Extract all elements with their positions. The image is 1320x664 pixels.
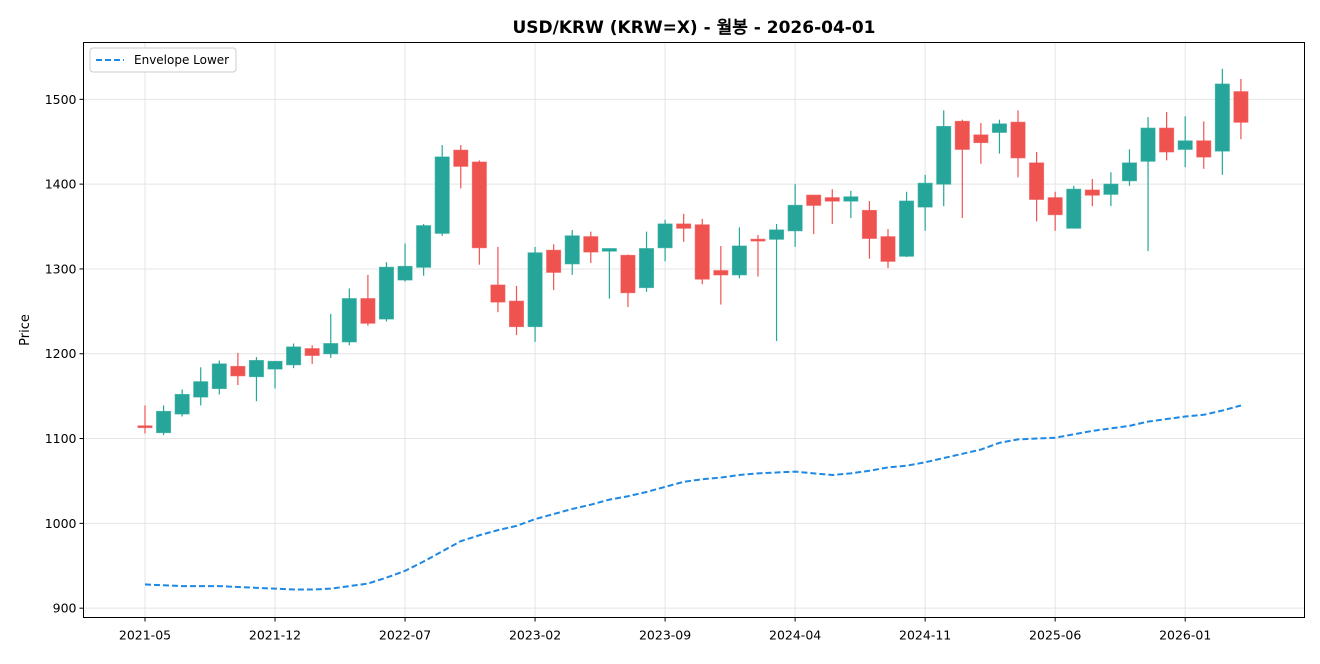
candle-body (267, 360, 283, 370)
candle-body (490, 284, 506, 303)
candles (137, 68, 1249, 436)
chart-title: USD/KRW (KRW=X) - 월봉 - 2026-04-01 (512, 18, 875, 38)
candle-body (806, 194, 822, 206)
candle-body (434, 156, 450, 234)
candle-body (360, 298, 376, 324)
candle-body (731, 245, 747, 276)
candle-body (1177, 140, 1193, 150)
candle-body (750, 238, 766, 242)
candle-body (174, 393, 190, 415)
candle-body (230, 365, 246, 377)
candle-body (286, 346, 302, 366)
legend: Envelope Lower (89, 47, 237, 73)
envelope-line-group (144, 404, 1242, 591)
candle-body (1196, 140, 1212, 158)
envelope-lower-line (144, 404, 1242, 591)
x-tick-label: 2022-07 (379, 628, 431, 643)
candle-body (769, 229, 785, 240)
candle-body (787, 204, 803, 232)
x-tick-label: 2021-12 (249, 628, 301, 643)
x-tick-label: 2024-04 (769, 628, 821, 643)
y-tick-label: 1300 (45, 261, 77, 276)
candle-body (397, 265, 413, 281)
x-tick-label: 2023-02 (509, 628, 561, 643)
candle-body (713, 270, 729, 276)
axis-ticks: 900 1000 1100 1200 1300 1400 1500 2021-05 2021-1… (45, 92, 1212, 643)
candle-body (917, 182, 933, 208)
candle-body (546, 249, 562, 273)
candle-body (676, 223, 692, 229)
candle-body (1084, 189, 1100, 196)
candle-body (378, 266, 394, 320)
candle-body (1029, 162, 1045, 200)
candle-body (861, 209, 877, 239)
candle-body (954, 120, 970, 150)
x-tick-label: 2025-06 (1029, 628, 1081, 643)
y-tick-label: 1000 (45, 516, 77, 531)
candle-body (156, 410, 172, 434)
candle-body (416, 225, 432, 268)
candle-body (564, 235, 580, 265)
candle-body (137, 425, 153, 429)
candle-body (248, 360, 264, 378)
y-tick-label: 1500 (45, 92, 77, 107)
candle-body (880, 236, 896, 262)
x-tick-label: 2026-01 (1159, 628, 1211, 643)
candle-body (991, 123, 1007, 133)
candle-body (639, 248, 655, 289)
x-tick-label: 2021-05 (119, 628, 171, 643)
candle-body (936, 125, 952, 185)
candle-body (657, 223, 673, 249)
legend-envelope-label: Envelope Lower (134, 53, 229, 67)
plot-frame (83, 42, 1305, 618)
y-tick-label: 1100 (45, 431, 77, 446)
candle-body (620, 254, 636, 294)
candle-body (1214, 83, 1230, 152)
candle-body (1010, 121, 1026, 159)
candle-body (1140, 127, 1156, 162)
candle-body (211, 363, 227, 390)
y-axis-label: Price (18, 314, 33, 346)
candle-body (1103, 183, 1119, 195)
y-tick-label: 1400 (45, 177, 77, 192)
candle-body (304, 348, 320, 356)
candle-body (193, 381, 209, 398)
candle-body (601, 248, 617, 252)
candle-body (323, 343, 339, 355)
candle-body (973, 134, 989, 144)
x-tick-label: 2023-09 (639, 628, 691, 643)
candle-body (1159, 127, 1175, 153)
candle-body (583, 236, 599, 253)
candle-body (824, 197, 840, 202)
candle-body (341, 298, 357, 343)
x-tick-label: 2024-11 (899, 628, 951, 643)
candle-body (1121, 162, 1137, 182)
candle-body (899, 200, 915, 257)
candle-body (509, 300, 524, 328)
grid (83, 42, 1305, 618)
candle-body (843, 196, 859, 202)
y-tick-label: 900 (53, 601, 77, 616)
candle-body (1233, 91, 1249, 123)
y-tick-label: 1200 (45, 346, 77, 361)
candle-body (694, 224, 710, 280)
candle-body (527, 252, 543, 328)
candle-body (1047, 197, 1063, 216)
candle-body (471, 161, 487, 249)
candle-body (453, 149, 469, 167)
candle-body (1066, 188, 1082, 229)
